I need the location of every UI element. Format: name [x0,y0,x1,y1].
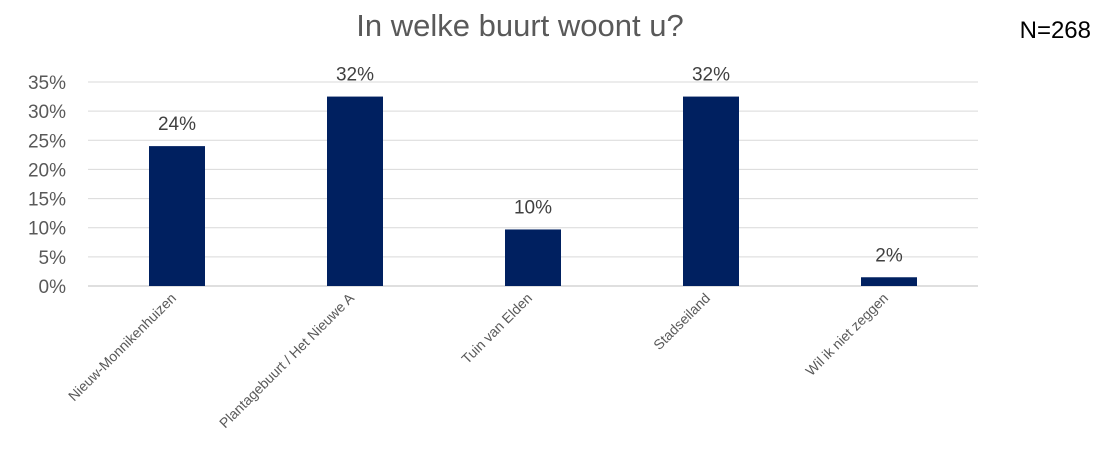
x-tick-label: Tuin van Elden [458,290,535,367]
bar [683,96,739,286]
x-tick-label: Stadseiland [650,290,713,353]
sample-size-label: N=268 [1019,17,1091,44]
x-tick-label: Plantagebuurt / Het Nieuwe A [216,289,358,431]
y-tick-label: 0% [39,277,67,298]
chart-title: In welke buurt woont u? [356,8,684,43]
bar [861,277,917,286]
bar [149,146,205,286]
y-tick-label: 30% [28,102,66,123]
data-label: 32% [692,65,730,86]
data-label: 32% [336,65,374,86]
y-tick-label: 5% [39,248,67,269]
data-label: 10% [514,197,552,218]
bar [327,96,383,286]
y-tick-label: 15% [28,190,66,211]
x-tick-label: Wil ik niet zeggen [802,290,891,379]
y-tick-label: 25% [28,131,66,152]
y-tick-label: 10% [28,219,66,240]
y-tick-label: 20% [28,160,66,181]
data-label: 2% [875,245,903,266]
x-tick-label: Nieuw-Monnikenhuizen [65,290,179,404]
bar [505,229,561,286]
data-label: 24% [158,114,196,135]
y-tick-label: 35% [28,73,66,94]
